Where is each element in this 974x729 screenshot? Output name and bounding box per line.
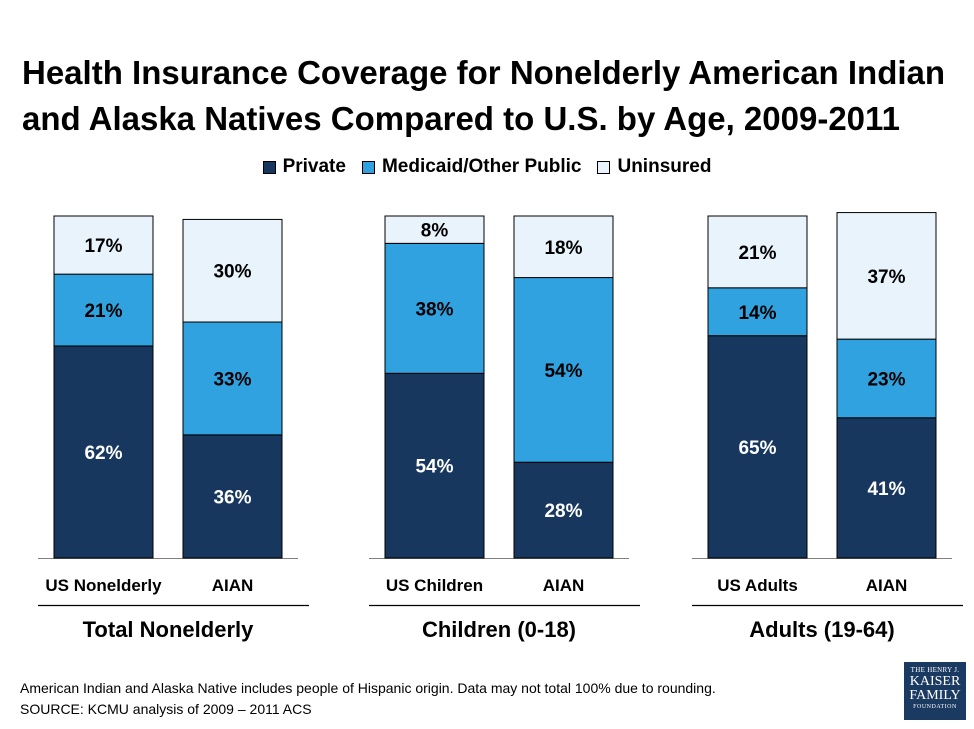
- data-label-uninsured: 8%: [421, 221, 449, 242]
- legend: Private Medicaid/Other Public Uninsured: [0, 156, 974, 178]
- chart-title: Health Insurance Coverage for Nonelderly…: [22, 50, 962, 142]
- kff-logo: THE HENRY J. KAISER FAMILY FOUNDATION: [904, 662, 966, 720]
- data-label-medicaid: 21%: [84, 301, 122, 322]
- bar-segment-uninsured: [182, 218, 283, 323]
- data-label-private: 65%: [738, 438, 776, 459]
- bar-segment-private: [384, 372, 485, 559]
- data-label-uninsured: 30%: [213, 262, 251, 283]
- legend-swatch-private: [262, 160, 276, 174]
- data-label-medicaid: 33%: [213, 369, 251, 390]
- logo-line-2: KAISER: [909, 674, 961, 689]
- bar-segment-private: [836, 417, 937, 559]
- logo-line-3: FAMILY: [909, 688, 961, 703]
- title-line-2: and Alaska Natives Compared to U.S. by A…: [22, 100, 900, 137]
- legend-item-medicaid: Medicaid/Other Public: [361, 156, 582, 178]
- category-tick-label: AIAN: [543, 576, 585, 595]
- legend-label-private: Private: [282, 156, 346, 177]
- data-label-private: 62%: [84, 443, 122, 464]
- data-label-private: 54%: [415, 457, 453, 478]
- bar-segment-uninsured: [707, 215, 808, 289]
- data-label-uninsured: 21%: [738, 243, 776, 264]
- bar-segment-uninsured: [836, 212, 937, 340]
- legend-label-uninsured: Uninsured: [617, 156, 712, 177]
- data-label-medicaid: 38%: [415, 299, 453, 320]
- group-label: Children (0-18): [422, 617, 576, 642]
- title-line-1: Health Insurance Coverage for Nonelderly…: [22, 54, 946, 91]
- bar-segment-medicaid: [707, 287, 808, 337]
- data-label-private: 28%: [544, 501, 582, 522]
- bar-segment-medicaid: [836, 338, 937, 419]
- data-label-uninsured: 37%: [867, 267, 905, 288]
- bar-segment-medicaid: [384, 242, 485, 374]
- group-label: Adults (19-64): [749, 617, 894, 642]
- category-tick-label: US Nonelderly: [45, 576, 162, 595]
- footnote-source: SOURCE: KCMU analysis of 2009 – 2011 ACS: [20, 701, 312, 717]
- legend-swatch-medicaid: [361, 160, 375, 174]
- data-label-private: 41%: [867, 479, 905, 500]
- bar-segment-uninsured: [513, 215, 614, 279]
- data-label-private: 36%: [213, 487, 251, 508]
- footnote: American Indian and Alaska Native includ…: [20, 678, 716, 720]
- legend-label-medicaid: Medicaid/Other Public: [381, 156, 582, 177]
- logo-line-1: THE HENRY J.: [910, 666, 960, 674]
- category-tick-label: AIAN: [866, 576, 908, 595]
- bar-segment-private: [707, 335, 808, 559]
- category-tick-label: US Adults: [717, 576, 798, 595]
- data-label-medicaid: 23%: [867, 369, 905, 390]
- bar-segment-uninsured: [384, 215, 485, 244]
- bar-segment-uninsured: [53, 215, 154, 275]
- data-label-uninsured: 17%: [84, 236, 122, 257]
- logo-line-4: FOUNDATION: [913, 704, 957, 710]
- data-label-medicaid: 14%: [738, 303, 776, 324]
- legend-item-private: Private: [262, 156, 346, 178]
- category-tick-label: AIAN: [212, 576, 254, 595]
- stacked-bar-chart: 62% 21% 17% US Nonelderly 36% 33% 30% AIAN Total…: [38, 212, 963, 642]
- bar-segment-private: [513, 461, 614, 559]
- legend-swatch-uninsured: [597, 160, 611, 174]
- footnote-note: American Indian and Alaska Native includ…: [20, 680, 716, 696]
- data-label-medicaid: 54%: [544, 361, 582, 382]
- data-label-uninsured: 18%: [544, 238, 582, 259]
- category-tick-label: US Children: [386, 576, 483, 595]
- group-label: Total Nonelderly: [83, 617, 254, 642]
- legend-item-uninsured: Uninsured: [597, 156, 711, 178]
- bar-segment-medicaid: [53, 273, 154, 347]
- bar-segment-private: [53, 345, 154, 559]
- bar-segment-medicaid: [182, 321, 283, 436]
